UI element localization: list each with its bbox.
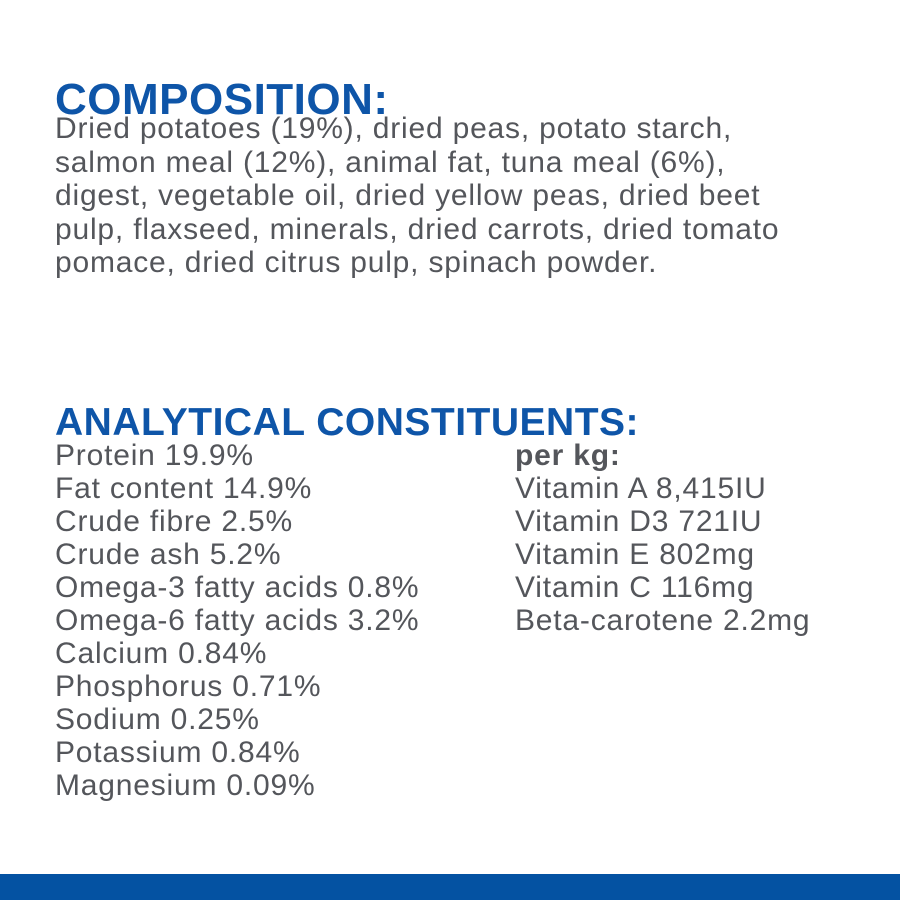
nutrient-name: Omega-6 fatty acids xyxy=(55,604,339,637)
composition-text-line: Dried potatoes (19%), dried peas, potato… xyxy=(55,112,733,145)
composition-text-line: pulp, flaxseed, minerals, dried carrots,… xyxy=(55,212,780,246)
footer-bar xyxy=(0,874,900,900)
nutrient-value: 0.84% xyxy=(211,736,301,769)
vitamin-value: 8,415IU xyxy=(655,472,767,505)
nutrient-row: Potassium 0.84% xyxy=(55,736,515,769)
nutrient-name: Omega-3 fatty acids xyxy=(55,571,339,604)
nutrient-row: Crude ash 5.2% xyxy=(55,538,515,571)
nutrient-value: 0.09% xyxy=(226,769,316,802)
nutrient-name: Crude ash xyxy=(55,538,201,571)
per-kg-label: per kg: xyxy=(515,439,621,472)
vitamin-value: 2.2mg xyxy=(723,604,811,637)
composition-text-line: pomace, dried citrus pulp, spinach powde… xyxy=(55,246,658,279)
nutrient-row: Phosphorus 0.71% xyxy=(55,670,515,703)
nutrient-value: 5.2% xyxy=(209,538,282,571)
nutrient-name: Fat content xyxy=(55,472,214,505)
nutrient-value: 14.9% xyxy=(223,472,313,505)
nutrient-name: Crude fibre xyxy=(55,505,213,538)
nutrient-value: 0.84% xyxy=(178,637,268,670)
vitamin-value: 721IU xyxy=(678,505,763,538)
vitamin-value: 116mg xyxy=(660,571,755,604)
vitamin-name: Vitamin E xyxy=(515,538,651,571)
nutrient-name: Phosphorus xyxy=(55,670,224,703)
nutrient-value: 0.8% xyxy=(347,571,420,604)
composition-ingredient-list: Dried potatoes (19%), dried peas, potato… xyxy=(55,112,779,280)
vitamin-name: Vitamin A xyxy=(515,472,647,505)
vitamin-name: Vitamin C xyxy=(515,571,652,604)
composition-text-line: salmon meal (12%), animal fat, tuna meal… xyxy=(55,145,726,179)
composition-heading: COMPOSITION: xyxy=(55,75,389,125)
nutrient-name: Potassium xyxy=(55,736,203,769)
nutrient-row: Crude fibre 2.5% xyxy=(55,505,515,538)
vitamin-value: 802mg xyxy=(659,538,755,571)
nutrient-row: Sodium 0.25% xyxy=(55,703,515,736)
analytical-constituents-heading: ANALYTICAL CONSTITUENTS: xyxy=(55,401,640,445)
nutrient-row: Magnesium 0.09% xyxy=(55,769,515,802)
vitamin-row: Vitamin E 802mg xyxy=(515,538,810,571)
nutrient-value: 19.9% xyxy=(164,439,254,472)
nutrient-value: 2.5% xyxy=(221,505,293,538)
nutrient-name: Protein xyxy=(55,439,156,472)
vitamin-name: Vitamin D3 xyxy=(515,505,670,538)
vitamin-row: Vitamin C 116mg xyxy=(515,571,810,604)
per-kg-column: per kg: Vitamin A 8,415IU Vitamin D3 721… xyxy=(515,439,810,802)
nutrient-value: 0.71% xyxy=(232,670,322,703)
nutrients-column: Protein 19.9% Fat content 14.9% Crude fi… xyxy=(55,439,515,802)
vitamin-row: Beta-carotene 2.2mg xyxy=(515,604,810,637)
nutrient-row: Protein 19.9% xyxy=(55,439,515,472)
nutrient-value: 3.2% xyxy=(347,604,420,637)
vitamin-row: Vitamin A 8,415IU xyxy=(515,472,810,505)
nutrient-row: Omega-3 fatty acids 0.8% xyxy=(55,571,515,604)
vitamin-name: Beta-carotene xyxy=(515,604,714,637)
vitamin-row: Vitamin D3 721IU xyxy=(515,505,810,538)
nutrient-name: Sodium xyxy=(55,703,162,736)
nutrient-row: Omega-6 fatty acids 3.2% xyxy=(55,604,515,637)
analytical-constituents-columns: Protein 19.9% Fat content 14.9% Crude fi… xyxy=(55,439,810,802)
nutrient-row: Fat content 14.9% xyxy=(55,472,515,505)
nutrient-row: Calcium 0.84% xyxy=(55,637,515,670)
nutrient-name: Magnesium xyxy=(55,769,218,802)
nutrient-value: 0.25% xyxy=(170,703,260,736)
composition-text-line: digest, vegetable oil, dried yellow peas… xyxy=(55,179,761,212)
nutrient-name: Calcium xyxy=(55,637,169,670)
